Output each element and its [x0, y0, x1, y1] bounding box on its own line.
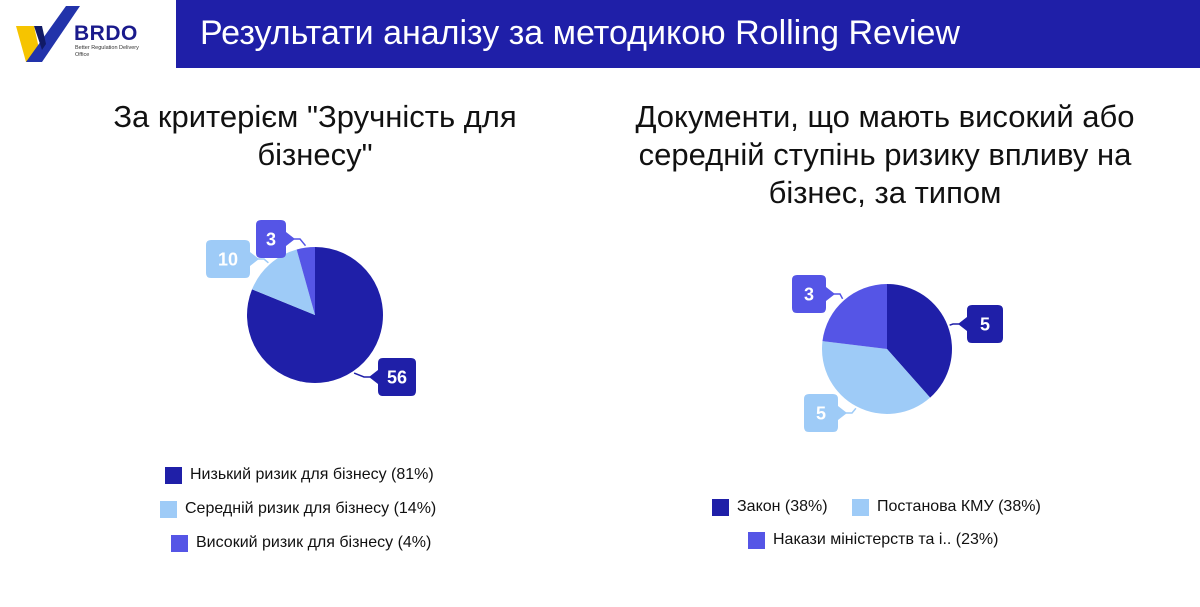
- leader-line-0-2: [294, 238, 307, 247]
- leader-line-0-0: [353, 372, 370, 378]
- logo-subtitle: Better Regulation Delivery Office: [75, 45, 139, 58]
- leader-line-1-0: [949, 323, 959, 326]
- logo-name: BRDO: [74, 22, 138, 45]
- data-label-0-2: 3: [256, 220, 307, 258]
- legend-item: Середній ризик для бізнесу (14%): [160, 500, 436, 518]
- pie-slice-0-1: [252, 249, 315, 315]
- page-title: Результати аналізу за методикою Rolling …: [200, 14, 960, 52]
- pie-slice-1-0: [887, 284, 952, 398]
- data-label-text-1-2: 3: [804, 285, 814, 305]
- data-label-text-1-0: 5: [980, 315, 990, 335]
- data-label-text-0-1: 10: [218, 250, 238, 270]
- leader-line-1-2: [834, 293, 844, 300]
- legend-label: Високий ризик для бізнесу (4%): [196, 534, 432, 551]
- data-label-text-0-0: 56: [387, 368, 407, 388]
- pie-slice-1-2: [822, 284, 887, 349]
- leader-line-0-1: [258, 258, 269, 264]
- data-label-text-0-2: 3: [266, 230, 276, 250]
- legend-swatch: [171, 534, 188, 552]
- data-label-box-0-0: [369, 358, 416, 396]
- legend-swatch: [712, 498, 729, 516]
- chart-title-business-convenience: За критерієм "Зручність для бізнесу": [113, 99, 517, 172]
- legend-label: Постанова КМУ (38%): [877, 498, 1041, 515]
- legend-swatch: [160, 500, 177, 518]
- data-label-box-0-2: [256, 220, 295, 258]
- data-label-1-0: 5: [949, 305, 1003, 343]
- data-label-1-1: 5: [804, 394, 857, 432]
- brdo-logo: BRDO Better Regulation Delivery Office: [12, 4, 172, 66]
- brdo-logo-icon: [16, 6, 80, 62]
- legend-label: Низький ризик для бізнесу (81%): [190, 466, 434, 483]
- legend-item: Закон (38%): [712, 498, 828, 516]
- data-label-0-0: 56: [353, 358, 416, 396]
- chart-title-documents-by-type: Документи, що мають високий або середній…: [635, 99, 1135, 210]
- legend-item: Високий ризик для бізнесу (4%): [171, 534, 431, 552]
- data-label-1-2: 3: [792, 275, 844, 313]
- data-label-text-1-1: 5: [816, 404, 826, 424]
- legend-swatch: [748, 531, 765, 549]
- leader-line-1-1: [846, 407, 857, 414]
- pie-slice-0-0: [247, 246, 384, 383]
- legend-item: Низький ризик для бізнесу (81%): [165, 466, 434, 484]
- legend-swatch: [165, 466, 182, 484]
- pie-slice-0-2: [296, 247, 315, 315]
- legend-label: Середній ризик для бізнесу (14%): [185, 500, 437, 517]
- data-label-box-1-0: [958, 305, 1003, 343]
- header-bar: Результати аналізу за методикою Rolling …: [176, 0, 1200, 68]
- legend-swatch: [852, 498, 869, 516]
- legend-item: Постанова КМУ (38%): [852, 498, 1041, 516]
- legend-label: Закон (38%): [737, 498, 828, 515]
- legend-item: Накази міністерств та і.. (23%): [748, 531, 998, 549]
- legend-label: Накази міністерств та і.. (23%): [773, 531, 999, 548]
- data-label-0-1: 10: [206, 240, 269, 278]
- data-label-box-1-2: [792, 275, 835, 313]
- pie-slice-1-1: [821, 341, 931, 414]
- data-label-box-0-1: [206, 240, 259, 278]
- data-label-box-1-1: [804, 394, 847, 432]
